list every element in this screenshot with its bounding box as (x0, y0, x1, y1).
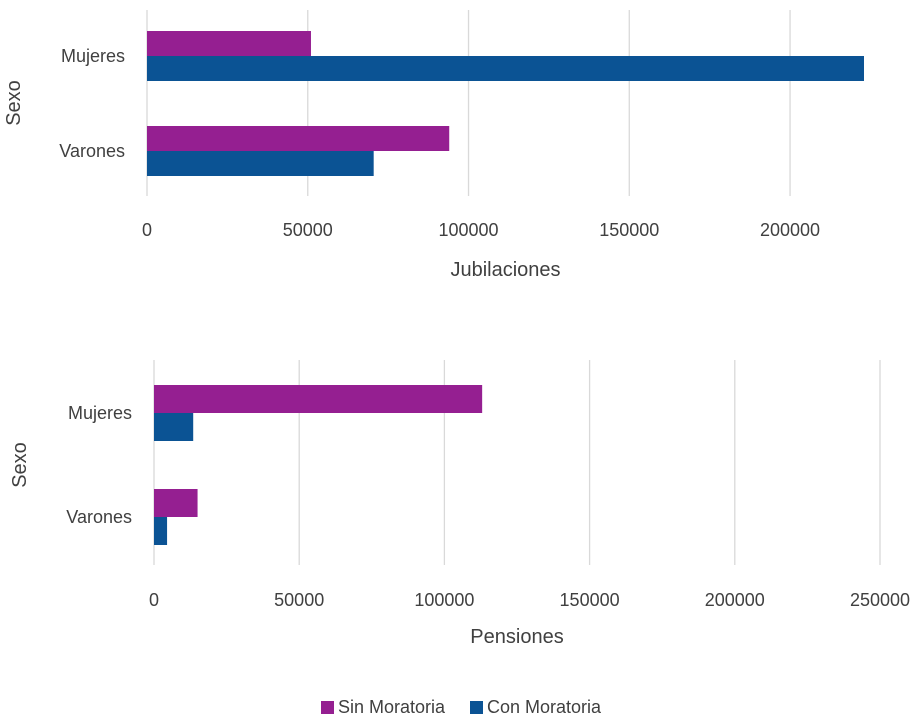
legend-label-con-moratoria: Con Moratoria (487, 697, 602, 717)
chart2-x-tick-label: 200000 (705, 590, 765, 610)
chart1-bar-sin-moratoria-varones (147, 126, 450, 151)
chart2-x-tick-label: 50000 (274, 590, 324, 610)
chart1-bar-con-moratoria-varones (147, 151, 374, 176)
chart2-x-tick-label: 150000 (560, 590, 620, 610)
legend-label-sin-moratoria: Sin Moratoria (337, 697, 445, 717)
chart1-x-tick-label: 100000 (438, 220, 498, 240)
chart2-x-tick-label: 0 (149, 590, 159, 610)
chart1-x-tick-label: 150000 (599, 220, 659, 240)
chart2-bar-sin-moratoria-varones (154, 489, 198, 517)
chart1-y-axis-title: Sexo (3, 80, 25, 126)
chart2-category-label: Mujeres (68, 403, 132, 423)
legend-swatch-sin-moratoria (320, 701, 334, 714)
chart1-category-label: Varones (59, 141, 125, 161)
chart2-x-tick-label: 250000 (850, 590, 910, 610)
chart1-x-tick-label: 0 (142, 220, 152, 240)
chart2-x-tick-label: 100000 (414, 590, 474, 610)
chart2-bar-con-moratoria-mujeres (154, 413, 194, 441)
chart1-x-tick-label: 200000 (760, 220, 820, 240)
chart1-bar-sin-moratoria-mujeres (147, 31, 311, 56)
chart2-x-axis-title: Pensiones (470, 626, 563, 648)
chart2-bar-con-moratoria-varones (154, 517, 168, 545)
chart1-category-label: Mujeres (61, 46, 125, 66)
chart2-y-axis-title: Sexo (9, 442, 31, 488)
legend-swatch-con-moratoria (470, 701, 483, 714)
chart1-bar-con-moratoria-mujeres (147, 56, 864, 81)
legend: Sin Moratoria Con Moratoria (0, 697, 922, 719)
chart1-x-tick-label: 50000 (283, 220, 333, 240)
legend-item-sin-moratoria: Sin Moratoria (320, 697, 445, 718)
chart2-bar-sin-moratoria-mujeres (154, 385, 483, 413)
chart2-category-label: Varones (66, 507, 132, 527)
chart1-x-axis-title: Jubilaciones (450, 259, 560, 281)
legend-item-con-moratoria: Con Moratoria (470, 697, 601, 718)
